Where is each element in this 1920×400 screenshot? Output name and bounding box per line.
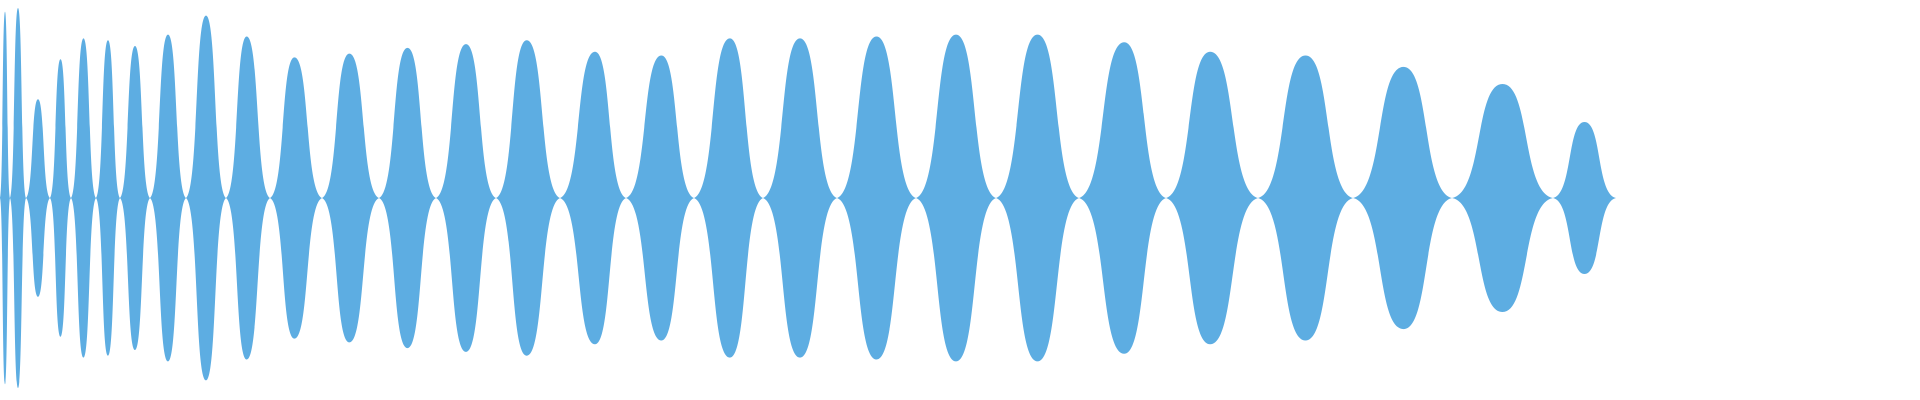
waveform-lobe	[996, 34, 1079, 362]
waveform-lobe	[1166, 51, 1258, 345]
waveform-lobe	[71, 38, 96, 358]
waveform-lobes	[0, 8, 1616, 388]
waveform-lobe	[1258, 55, 1353, 341]
waveform-lobe	[560, 51, 626, 345]
waveform-lobe	[763, 38, 837, 358]
waveform-lobe	[186, 15, 226, 381]
waveform-lobe	[96, 40, 120, 356]
waveform-lobe	[436, 44, 496, 352]
waveform-lobe	[150, 34, 186, 362]
waveform-lobe	[226, 36, 270, 360]
waveform-lobe	[1079, 42, 1166, 354]
waveform-lobe	[1353, 66, 1452, 330]
waveform-lobe	[0, 11, 10, 385]
waveform-lobe	[50, 59, 71, 337]
waveform-lobe	[496, 40, 560, 356]
waveform-lobe	[120, 46, 150, 350]
waveform-lobe	[916, 34, 996, 362]
waveform-lobe	[837, 36, 916, 360]
waveform-lobe	[1553, 122, 1616, 274]
waveform-lobe	[26, 99, 50, 297]
waveform-lobe	[270, 57, 322, 339]
waveform-lobe	[10, 8, 26, 388]
waveform-lobe	[626, 55, 694, 341]
waveform-lobe	[1452, 84, 1553, 312]
waveform-lobe	[379, 47, 436, 349]
waveform-lobe	[694, 38, 763, 358]
waveform-lobe	[322, 53, 379, 343]
